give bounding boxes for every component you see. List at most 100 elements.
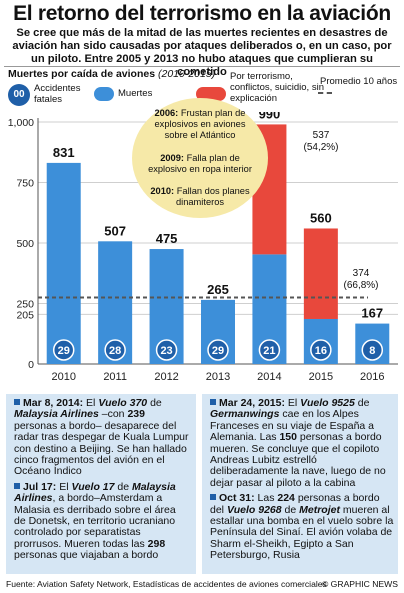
accident-count-2013: 29 (212, 345, 224, 357)
accident-circle-2010 (52, 339, 75, 361)
accident-count-2016: 8 (369, 345, 375, 357)
accident-count-2014: 21 (263, 345, 275, 357)
bullet-square-icon (14, 399, 20, 405)
event-text: El (59, 480, 72, 493)
x-tick-label-2011: 2011 (103, 371, 127, 383)
total-label-2015: 560 (310, 210, 332, 225)
total-label-2016: 167 (361, 306, 383, 321)
event-text: Las (257, 492, 278, 505)
annotation-2014-value: 537 (312, 130, 330, 141)
y-tick-label: 205 (16, 309, 34, 321)
event-text: de (114, 480, 132, 493)
accident-count-2012: 23 (160, 345, 172, 357)
y-tick-label: 500 (16, 238, 34, 250)
event-item: Mar 24, 2015: El Vuelo 9525 de Germanwin… (210, 397, 394, 489)
event-text: personas a bordo– desaparece del radar t… (14, 419, 189, 478)
x-tick-label-2015: 2015 (309, 371, 333, 383)
x-tick-label-2013: 2013 (206, 371, 230, 383)
accident-circle-2012 (155, 339, 178, 361)
callout-item-2009: 2009: Falla plan de explosivo en ropa in… (148, 153, 252, 174)
x-tick-label-2010: 2010 (51, 371, 75, 383)
event-text: de (147, 397, 162, 409)
total-label-2014: 990 (259, 112, 281, 121)
event-text: de (281, 503, 300, 516)
event-text: El (86, 397, 99, 409)
event-text: 298 (147, 537, 166, 550)
total-label-2011: 507 (104, 223, 126, 238)
annotation-2014-pct: (54,2%) (303, 142, 339, 153)
callout-item-2010: 2010: Fallan dos planes dinamiteros (150, 186, 250, 207)
event-text: 150 (279, 431, 297, 444)
accident-circle-2013 (207, 339, 229, 361)
event-item: Oct 31: Las 224 personas a bordo del Vue… (210, 492, 394, 562)
y-tick-label: 250 (16, 299, 34, 311)
event-text: personas a bordo del (210, 492, 380, 516)
accident-count-2015: 16 (315, 345, 327, 357)
bar-muertes-2010 (46, 162, 81, 364)
event-text: Vuelo 17 (71, 480, 115, 493)
y-tick-label: 750 (16, 178, 34, 190)
legend-deaths-label: Muertes (118, 88, 153, 99)
chart-header: Muertes por caída de aviones (2010-2015) (8, 68, 215, 80)
callout-bubble: 2006: Frustan plan de explosivos en avio… (132, 98, 268, 218)
annotation-2015: 374 (66,8%) (336, 268, 386, 292)
events-panel-left: Mar 8, 2014: El Vuelo 370 de Malaysia Ai… (6, 394, 196, 574)
chart-header-label: Muertes por caída de aviones (8, 68, 156, 80)
x-tick-label-2016: 2016 (360, 371, 384, 383)
event-text: –con (98, 408, 128, 421)
event-text: Vuelo 9268 (226, 503, 282, 516)
event-text: cae en los Alpes Franceses en su viaje d… (210, 408, 375, 444)
event-date: Mar 8, 2014: (23, 397, 87, 409)
x-tick-label-2012: 2012 (154, 371, 178, 383)
legend-avg-swatch (318, 92, 332, 94)
total-label-2013: 265 (207, 282, 229, 297)
total-label-2010: 831 (53, 145, 75, 160)
event-item: Jul 17: El Vuelo 17 de Malaysia Airlines… (14, 480, 190, 562)
event-item: Mar 8, 2014: El Vuelo 370 de Malaysia Ai… (14, 397, 190, 478)
accident-circle-2015 (310, 339, 332, 361)
accident-circle-2014 (258, 339, 281, 361)
footer-source: Fuente: Aviation Safety Network, Estadís… (6, 579, 327, 589)
legend-terror-label: Por terrorismo, conflictos, suicidio, si… (230, 71, 324, 104)
event-text: mueren al estallar una bomba en el vuelo… (210, 503, 394, 562)
event-text: Vuelo 370 (98, 397, 148, 409)
event-text: El (287, 397, 301, 409)
event-date: Mar 24, 2015: (219, 397, 288, 409)
x-tick-label-2014: 2014 (257, 371, 281, 383)
event-text: 224 (277, 492, 295, 505)
event-text: personas a bordo mueren. Se concluye que… (210, 431, 386, 489)
bullet-square-icon (210, 399, 216, 405)
event-text: Metrojet (299, 503, 340, 516)
legend-deaths-swatch (94, 87, 114, 101)
footer: Fuente: Aviation Safety Network, Estadís… (0, 575, 404, 593)
event-text: Malaysia Airlines (14, 480, 176, 505)
accident-circle-2011 (104, 339, 126, 361)
footer-credit: © GRAPHIC NEWS (321, 579, 398, 589)
y-tick-label: 0 (28, 359, 34, 371)
accident-count-2010: 29 (58, 345, 70, 357)
total-label-2012: 475 (156, 231, 178, 246)
chart-header-period: (2010-2015) (157, 68, 216, 80)
event-text: 239 (127, 408, 145, 421)
accident-count-2011: 28 (109, 345, 121, 357)
legend-accidents-label: Accidentes fatales (34, 83, 81, 105)
event-date: Jul 17: (23, 480, 60, 493)
callout-item-2006: 2006: Frustan plan de explosivos en avio… (154, 108, 246, 140)
event-date: Oct 31: (219, 492, 258, 505)
bar-terror-2015 (303, 228, 338, 319)
event-text: Germanwings (210, 408, 280, 421)
annotation-2015-pct: (66,8%) (343, 280, 379, 291)
event-text: Vuelo 9525 (300, 397, 355, 409)
bullet-square-icon (14, 482, 20, 489)
accident-circle-2016 (361, 339, 384, 361)
y-tick-label: 1,000 (8, 117, 34, 129)
annotation-2014: 537 (54,2%) (296, 130, 346, 154)
bullet-square-icon (210, 494, 216, 501)
legend-terror-swatch (196, 87, 226, 101)
page-title: El retorno del terrorismo en la aviación (13, 2, 391, 25)
divider (4, 66, 400, 67)
event-text: Malaysia Airlines (14, 408, 99, 421)
event-text: , a bordo–Amsterdam a Malasia es derriba… (14, 492, 176, 550)
event-text: personas que viajaban a bordo (14, 549, 159, 562)
